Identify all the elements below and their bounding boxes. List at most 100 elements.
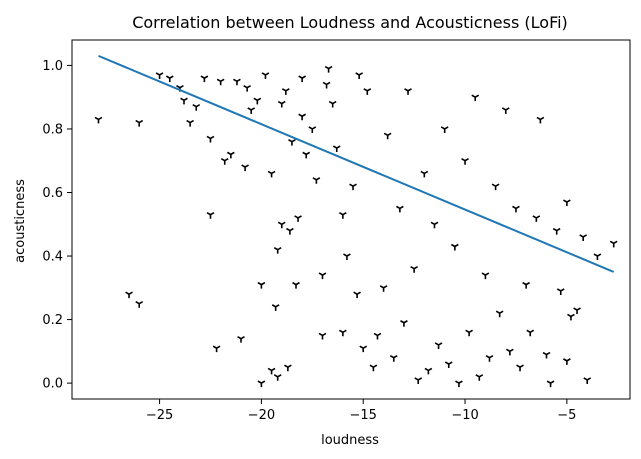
data-point xyxy=(542,351,551,359)
data-point xyxy=(379,285,388,292)
data-point xyxy=(563,358,571,365)
data-point xyxy=(212,345,221,353)
data-point xyxy=(444,361,453,369)
data-point xyxy=(461,158,469,165)
data-point xyxy=(243,84,252,92)
data-point xyxy=(583,377,592,384)
data-point xyxy=(522,281,530,289)
data-point xyxy=(253,97,262,105)
data-point xyxy=(318,272,327,280)
data-point xyxy=(281,88,290,95)
y-tick-label: 0.8 xyxy=(42,122,63,137)
data-point xyxy=(155,72,164,79)
data-point xyxy=(430,221,439,229)
data-point xyxy=(237,335,245,343)
data-point xyxy=(135,300,144,308)
plot-area-frame xyxy=(71,39,631,400)
x-axis-label: loudness xyxy=(321,433,379,448)
data-point xyxy=(261,72,270,79)
data-point xyxy=(216,78,225,86)
data-point xyxy=(355,72,364,79)
y-tick-label: 1.0 xyxy=(42,59,63,74)
data-point xyxy=(206,135,215,143)
data-point xyxy=(271,304,280,311)
data-point xyxy=(324,65,333,73)
data-point xyxy=(516,364,524,372)
y-tick-label: 0.6 xyxy=(42,186,63,201)
x-tick-label: −25 xyxy=(146,408,173,423)
data-point xyxy=(450,243,459,251)
trend-line xyxy=(98,54,615,273)
data-point xyxy=(434,342,443,349)
data-point xyxy=(267,367,276,375)
data-point xyxy=(135,119,144,127)
x-axis-ticks: −25 −20 −15 −10 −5 xyxy=(146,399,576,423)
data-point xyxy=(455,380,463,388)
data-point xyxy=(206,212,215,219)
data-point xyxy=(471,94,480,102)
data-point xyxy=(343,253,351,261)
data-point xyxy=(125,291,133,299)
data-point xyxy=(410,266,419,273)
data-point xyxy=(328,100,337,108)
data-point xyxy=(424,367,433,375)
data-point xyxy=(404,88,412,95)
data-point xyxy=(273,246,282,254)
data-point xyxy=(318,332,327,340)
data-point xyxy=(298,75,306,83)
data-point xyxy=(349,183,357,191)
x-tick-label: −10 xyxy=(451,408,478,423)
data-point xyxy=(267,170,276,178)
data-point xyxy=(298,113,306,121)
data-point xyxy=(292,281,300,289)
data-point xyxy=(332,145,341,153)
y-tick-label: 0.2 xyxy=(42,313,63,328)
trend-line-layer xyxy=(98,54,615,273)
data-point xyxy=(505,348,514,356)
data-point xyxy=(308,126,317,133)
data-point xyxy=(532,215,541,222)
data-point xyxy=(567,313,575,321)
data-point xyxy=(526,329,535,337)
data-point xyxy=(359,345,368,353)
data-point xyxy=(400,320,408,327)
data-point xyxy=(389,355,398,362)
data-point xyxy=(369,364,378,372)
data-point xyxy=(186,119,194,127)
data-point xyxy=(257,380,266,388)
data-point xyxy=(573,307,581,315)
data-point xyxy=(563,199,571,207)
data-point xyxy=(536,116,545,124)
data-point xyxy=(302,151,311,159)
data-point xyxy=(284,364,292,372)
data-point xyxy=(609,240,618,248)
data-point xyxy=(220,158,229,165)
data-point xyxy=(226,151,235,159)
data-point xyxy=(475,374,484,381)
data-point xyxy=(579,234,588,241)
y-axis-label: acousticness xyxy=(13,179,28,263)
data-point xyxy=(288,138,296,146)
x-tick-label: −20 xyxy=(248,408,275,423)
data-point xyxy=(286,227,294,235)
data-point xyxy=(94,116,103,124)
data-point xyxy=(338,212,347,219)
y-tick-label: 0.0 xyxy=(42,377,63,392)
data-point xyxy=(200,75,209,83)
data-point xyxy=(294,215,302,222)
data-point xyxy=(593,253,602,261)
data-point xyxy=(556,288,565,295)
data-point xyxy=(277,100,286,108)
data-point xyxy=(501,107,510,114)
x-tick-label: −15 xyxy=(350,408,377,423)
data-point xyxy=(396,205,404,213)
data-point xyxy=(273,374,282,381)
data-point xyxy=(373,332,382,340)
data-point xyxy=(420,170,429,178)
data-point xyxy=(165,75,174,83)
data-point xyxy=(363,88,372,95)
data-point xyxy=(192,104,201,111)
data-point xyxy=(247,107,256,114)
y-axis-ticks: 0.0 0.2 0.4 0.6 0.8 1.0 xyxy=(42,59,72,392)
